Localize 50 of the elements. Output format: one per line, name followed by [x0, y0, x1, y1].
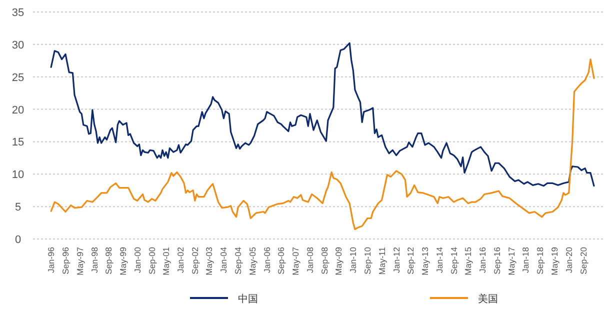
x-tick-label: Sep-98	[104, 246, 114, 274]
x-tick-label: May-17	[506, 246, 516, 276]
x-tick-label: Jan-12	[391, 246, 402, 273]
x-tick-label: Sep-96	[60, 246, 70, 274]
y-tick-label: 10	[12, 169, 24, 182]
x-tick-label: Jan-02	[176, 246, 186, 273]
x-tick-label: Sep-00	[146, 246, 157, 274]
x-tick-label: Sep-04	[233, 246, 244, 274]
x-tick-label: Jan-06	[262, 246, 272, 273]
x-tick-label: May-03	[204, 246, 214, 276]
legend-label: 美国	[478, 293, 498, 305]
x-tick-label: Jan-08	[304, 246, 315, 273]
x-tick-label: May-15	[463, 246, 474, 276]
x-tick-label: Sep-12	[406, 246, 416, 274]
y-tick-label: 35	[12, 7, 24, 19]
x-tick-label: May-11	[376, 246, 387, 275]
x-tick-label: May-07	[290, 246, 300, 276]
x-tick-label: Sep-18	[535, 246, 546, 274]
x-tick-label: Jan-04	[218, 246, 229, 273]
x-tick-label: May-19	[549, 246, 560, 276]
x-tick-label: Jan-14	[434, 246, 444, 273]
x-tick-label: Sep-16	[492, 246, 502, 274]
legend-label: 中国	[238, 293, 258, 305]
x-tick-label: May-05	[247, 246, 258, 276]
line-series	[50, 58, 595, 230]
line-series	[50, 42, 595, 187]
x-tick-label: Jan-20	[564, 246, 574, 273]
y-tick-label: 15	[12, 136, 24, 149]
x-tick-label: May-13	[420, 246, 430, 276]
x-tick-label: Jan-96	[46, 246, 56, 273]
x-tick-label: Sep-14	[448, 246, 459, 274]
x-tick-label: Jan-16	[478, 246, 488, 273]
y-tick-label: 25	[12, 72, 24, 84]
x-tick-label: May-01	[161, 246, 172, 276]
x-tick-label: May-09	[334, 246, 344, 276]
x-tick-label: Sep-02	[190, 246, 200, 274]
x-tick-label: May-97	[74, 246, 85, 276]
x-tick-label: Sep-10	[362, 246, 372, 274]
y-tick-label: 30	[12, 39, 24, 52]
y-tick-label: 20	[12, 104, 24, 116]
x-tick-label: Jan-98	[89, 246, 100, 273]
x-tick-label: Sep-06	[276, 246, 286, 274]
y-tick-label: 0	[14, 234, 22, 246]
x-tick-label: Sep-08	[319, 246, 330, 274]
y-tick-label: 5	[14, 202, 22, 214]
x-tick-label: May-99	[118, 246, 128, 276]
x-tick-label: Jan-00	[132, 246, 142, 273]
x-tick-label: Jan-18	[520, 246, 531, 273]
x-tick-label: Sep-20	[578, 246, 588, 274]
x-tick-label: Jan-10	[348, 246, 358, 273]
